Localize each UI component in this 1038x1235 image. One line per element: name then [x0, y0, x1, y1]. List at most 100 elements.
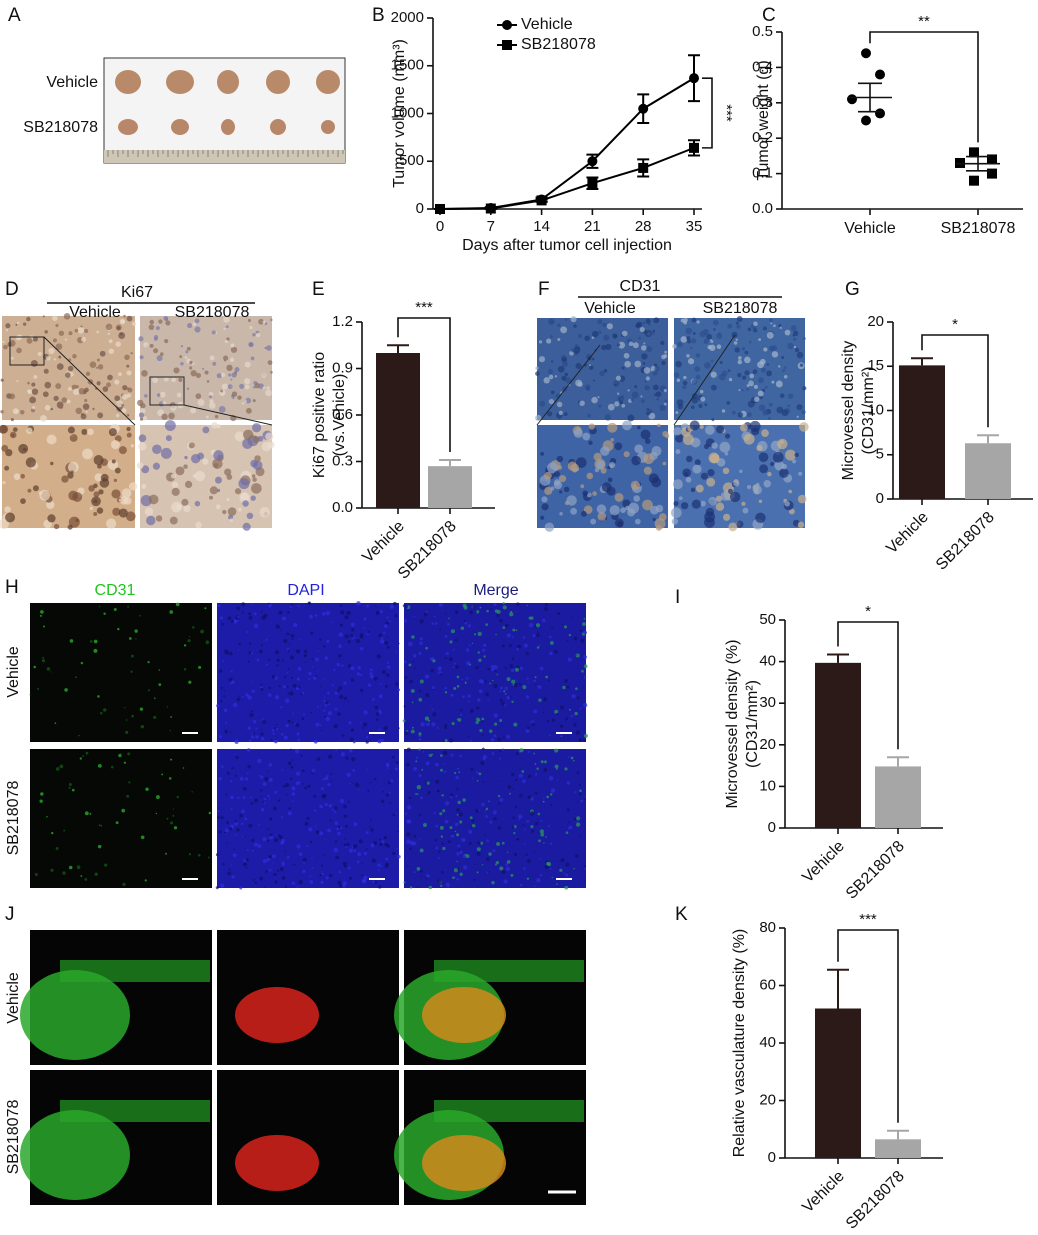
- texture: [497, 802, 501, 805]
- marker: [987, 154, 997, 165]
- texture: [526, 859, 531, 864]
- texture: [5, 449, 13, 457]
- texture: [480, 679, 485, 684]
- texture: [296, 687, 300, 691]
- texture: [734, 347, 740, 353]
- texture: [164, 420, 176, 432]
- texture: [437, 879, 442, 884]
- texture: [419, 848, 424, 853]
- texture: [360, 673, 363, 677]
- texture: [634, 444, 644, 454]
- texture: [575, 730, 581, 735]
- texture: [515, 611, 517, 613]
- texture: [250, 735, 254, 739]
- texture: [217, 810, 220, 813]
- texture: [464, 621, 468, 625]
- texture: [353, 844, 358, 849]
- texture: [442, 740, 445, 742]
- texture: [149, 343, 154, 348]
- texture: [449, 640, 453, 644]
- texture: [738, 389, 741, 392]
- marker: [969, 147, 979, 158]
- panel-letter: G: [845, 279, 860, 300]
- texture: [454, 610, 459, 615]
- texture: [140, 417, 144, 421]
- texture: [495, 860, 499, 865]
- texture: [360, 635, 364, 639]
- texture: [118, 372, 122, 376]
- texture: [271, 854, 276, 859]
- tumor-cells: [422, 1135, 506, 1191]
- texture: [359, 647, 364, 651]
- y-tick-label: 0.5: [752, 23, 773, 40]
- texture: [554, 748, 559, 753]
- texture: [290, 633, 295, 638]
- texture: [192, 626, 195, 629]
- texture: [566, 808, 570, 812]
- texture: [654, 366, 660, 372]
- texture: [171, 473, 176, 479]
- texture: [169, 729, 172, 732]
- texture: [311, 666, 314, 668]
- texture: [296, 781, 301, 786]
- texture: [85, 371, 91, 377]
- texture: [690, 346, 693, 350]
- texture: [460, 626, 465, 631]
- texture: [704, 403, 708, 407]
- texture: [462, 854, 467, 859]
- texture: [68, 865, 73, 870]
- texture: [233, 848, 236, 851]
- texture: [647, 323, 651, 326]
- texture: [677, 403, 684, 410]
- texture: [672, 479, 683, 490]
- bar: [428, 466, 472, 508]
- error-bar: [827, 653, 849, 663]
- texture: [252, 333, 256, 337]
- texture: [96, 507, 104, 514]
- texture: [345, 846, 348, 848]
- texture: [564, 885, 569, 890]
- texture: [248, 341, 254, 348]
- texture: [134, 629, 138, 633]
- texture: [690, 338, 697, 344]
- texture: [695, 484, 704, 493]
- texture: [512, 816, 515, 819]
- texture: [280, 733, 284, 736]
- texture: [553, 480, 563, 490]
- texture: [227, 616, 232, 621]
- texture: [291, 759, 294, 761]
- texture: [395, 651, 397, 653]
- texture: [651, 477, 662, 488]
- texture: [413, 615, 416, 618]
- texture: [144, 507, 154, 516]
- texture: [127, 387, 133, 393]
- texture: [265, 870, 268, 873]
- texture: [758, 404, 766, 412]
- texture: [206, 380, 210, 383]
- texture: [458, 812, 463, 817]
- texture: [735, 321, 739, 325]
- texture: [351, 846, 354, 848]
- texture: [522, 685, 527, 690]
- texture: [493, 713, 498, 718]
- texture: [20, 409, 25, 415]
- texture: [499, 750, 502, 753]
- texture: [46, 356, 51, 361]
- texture: [68, 331, 73, 336]
- texture: [234, 431, 245, 442]
- texture: [420, 722, 425, 727]
- texture: [583, 655, 587, 659]
- texture: [249, 642, 252, 645]
- texture: [323, 700, 326, 703]
- zoom-box: [9, 336, 45, 366]
- texture: [211, 421, 218, 429]
- texture: [764, 385, 768, 389]
- texture: [126, 426, 131, 432]
- texture: [494, 670, 497, 673]
- texture: [747, 327, 752, 332]
- texture: [274, 739, 278, 744]
- texture: [67, 365, 74, 372]
- fish: [20, 1110, 130, 1200]
- texture: [297, 667, 302, 671]
- texture: [682, 385, 687, 390]
